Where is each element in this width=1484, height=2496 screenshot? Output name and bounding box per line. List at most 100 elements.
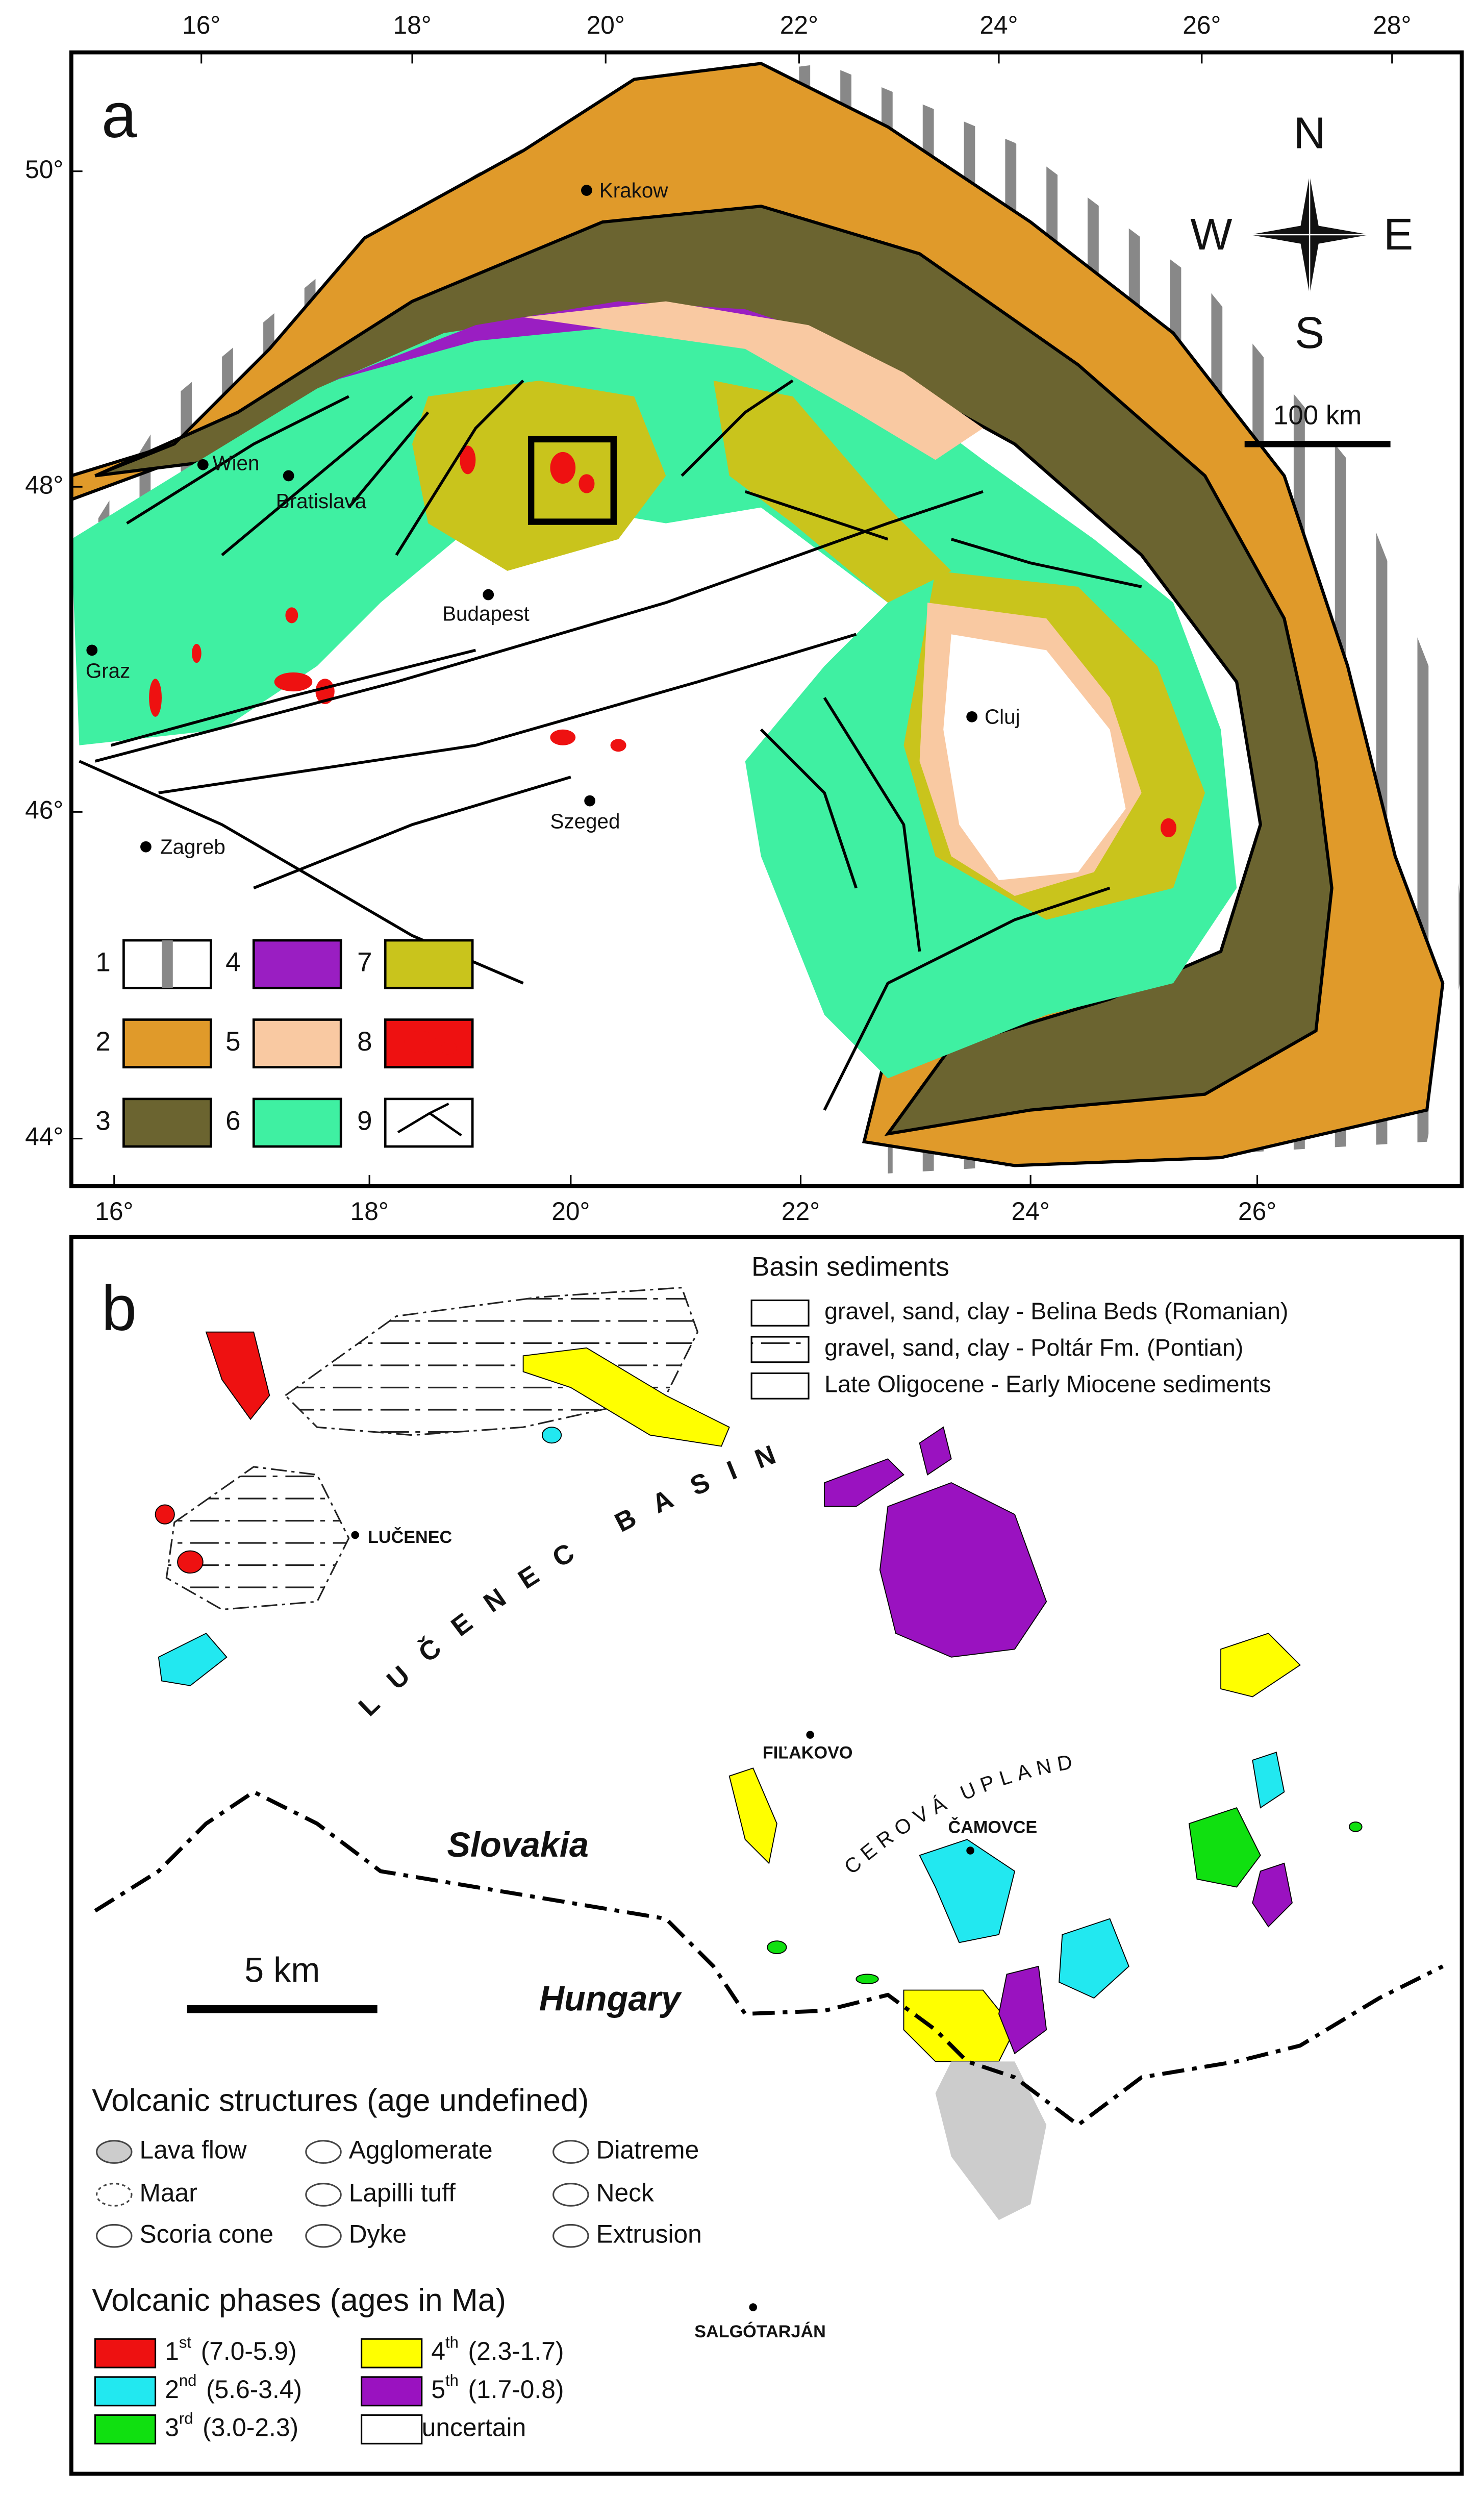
compass-letter: N bbox=[1294, 108, 1326, 158]
phase-ordinal: 5 bbox=[431, 2375, 445, 2404]
lon-tick-label: 16° bbox=[95, 1197, 133, 1226]
legend-text: gravel, sand, clay - Belina Beds (Romani… bbox=[824, 1298, 1288, 1325]
legend-number: 6 bbox=[225, 1106, 240, 1136]
lat-tick-label: 46° bbox=[25, 795, 63, 824]
legend-swatch bbox=[361, 2414, 423, 2444]
legend-text: Dyke bbox=[349, 2219, 407, 2248]
phase-range: (7.0-5.9) bbox=[201, 2337, 297, 2365]
legend-text: 2nd (5.6-3.4) bbox=[165, 2372, 302, 2404]
legend-icon bbox=[552, 2224, 589, 2248]
panel-a-map bbox=[71, 52, 1462, 1186]
legend-text: Lava flow bbox=[139, 2136, 247, 2164]
city-label: Szeged bbox=[550, 810, 620, 833]
legend-swatch bbox=[252, 939, 342, 989]
legend-swatch bbox=[384, 1097, 474, 1148]
city-dot bbox=[966, 711, 978, 722]
legend-number: 7 bbox=[357, 947, 372, 978]
legend-swatch bbox=[252, 1097, 342, 1148]
lon-tick-label: 20° bbox=[551, 1197, 590, 1226]
town-label: ČAMOVCE bbox=[948, 1817, 1038, 1837]
scale-bar-label: 100 km bbox=[1273, 400, 1362, 430]
panel-a-frame bbox=[69, 50, 1464, 1188]
legend-text: Agglomerate bbox=[349, 2136, 493, 2164]
legend-swatch bbox=[750, 1336, 810, 1363]
panel-label: b bbox=[102, 1272, 137, 1343]
scale-bar-label: 5 km bbox=[244, 1951, 320, 1989]
legend-icon bbox=[96, 2224, 133, 2248]
lon-tick-label: 24° bbox=[1012, 1197, 1050, 1226]
phase-ordinal: 2 bbox=[165, 2375, 179, 2404]
phase-suffix: th bbox=[445, 2334, 459, 2352]
lon-tick-label: 20° bbox=[587, 11, 625, 39]
panel-label: a bbox=[102, 80, 137, 151]
city-label: Graz bbox=[86, 659, 131, 683]
city-dot bbox=[483, 589, 494, 601]
legend-number: 8 bbox=[357, 1027, 372, 1057]
legend-text: uncertain bbox=[422, 2413, 526, 2442]
city-dot bbox=[581, 185, 592, 196]
legend-fault bbox=[397, 1103, 462, 1137]
lon-tick-label: 24° bbox=[979, 11, 1018, 39]
legend-swatch bbox=[750, 1300, 810, 1327]
legend-text: gravel, sand, clay - Poltár Fm. (Pontian… bbox=[824, 1334, 1243, 1361]
legend-swatch bbox=[122, 1097, 212, 1148]
legend-icon bbox=[96, 2140, 133, 2164]
city-dot bbox=[140, 841, 152, 853]
compass-letter: W bbox=[1190, 210, 1232, 259]
city-label: Bratislava bbox=[276, 489, 367, 513]
phase-ordinal: 4 bbox=[431, 2337, 445, 2365]
city-dot bbox=[584, 795, 596, 807]
compass-letter: S bbox=[1295, 308, 1324, 358]
lon-tick-label: 26° bbox=[1238, 1197, 1276, 1226]
legend-icon bbox=[305, 2183, 342, 2207]
legend-number: 4 bbox=[225, 947, 240, 978]
city-dot bbox=[283, 470, 294, 482]
country-label: Slovakia bbox=[447, 1826, 588, 1864]
phase-suffix: nd bbox=[179, 2372, 197, 2389]
legend-text: Scoria cone bbox=[139, 2219, 273, 2248]
phase-ordinal: 1 bbox=[165, 2337, 179, 2365]
legend-stripe bbox=[162, 940, 173, 988]
phase-range: (3.0-2.3) bbox=[203, 2413, 298, 2442]
legend-text: 1st (7.0-5.9) bbox=[165, 2334, 296, 2366]
legend-text: Lapilli tuff bbox=[349, 2179, 456, 2207]
lat-tick-label: 50° bbox=[25, 155, 63, 184]
lon-tick-label: 28° bbox=[1373, 11, 1411, 39]
legend-text: Late Oligocene - Early Miocene sediments bbox=[824, 1371, 1271, 1397]
legend-text: Extrusion bbox=[596, 2219, 702, 2248]
country-label: Hungary bbox=[539, 1979, 682, 2018]
phase-ordinal: 3 bbox=[165, 2413, 179, 2442]
panel-b-frame bbox=[69, 1235, 1464, 2476]
legend-text: 5th (1.7-0.8) bbox=[431, 2372, 564, 2404]
legend-swatch bbox=[384, 939, 474, 989]
legend-blob bbox=[404, 1031, 436, 1053]
legend-swatch bbox=[361, 2338, 423, 2368]
legend-text: 4th (2.3-1.7) bbox=[431, 2334, 564, 2366]
compass-letter: E bbox=[1384, 210, 1413, 259]
legend-icon bbox=[305, 2140, 342, 2164]
legend-text: Maar bbox=[139, 2179, 197, 2207]
legend-number: 2 bbox=[95, 1027, 110, 1057]
city-label: Budapest bbox=[442, 602, 530, 626]
panel-b-map bbox=[71, 1237, 1462, 2474]
city-label: Wien bbox=[212, 451, 259, 475]
legend-title: Volcanic structures (age undefined) bbox=[92, 2083, 589, 2118]
lat-tick-label: 44° bbox=[25, 1122, 63, 1151]
legend-swatch bbox=[122, 1018, 212, 1069]
city-label: Zagreb bbox=[160, 835, 225, 858]
lon-tick-label: 18° bbox=[393, 11, 431, 39]
lon-tick-label: 22° bbox=[780, 11, 818, 39]
lon-tick-label: 18° bbox=[350, 1197, 389, 1226]
city-label: Cluj bbox=[985, 705, 1020, 729]
legend-icon bbox=[96, 2183, 133, 2207]
town-label: FIĽAKOVO bbox=[763, 1743, 853, 1762]
phase-range: uncertain bbox=[422, 2413, 526, 2442]
lat-tick-label: 48° bbox=[25, 470, 63, 499]
legend-swatch bbox=[750, 1372, 810, 1400]
town-label: LUČENEC bbox=[368, 1527, 452, 1547]
legend-title: Basin sediments bbox=[751, 1252, 949, 1282]
legend-blob bbox=[440, 1041, 457, 1055]
phase-range: (2.3-1.7) bbox=[468, 2337, 564, 2365]
